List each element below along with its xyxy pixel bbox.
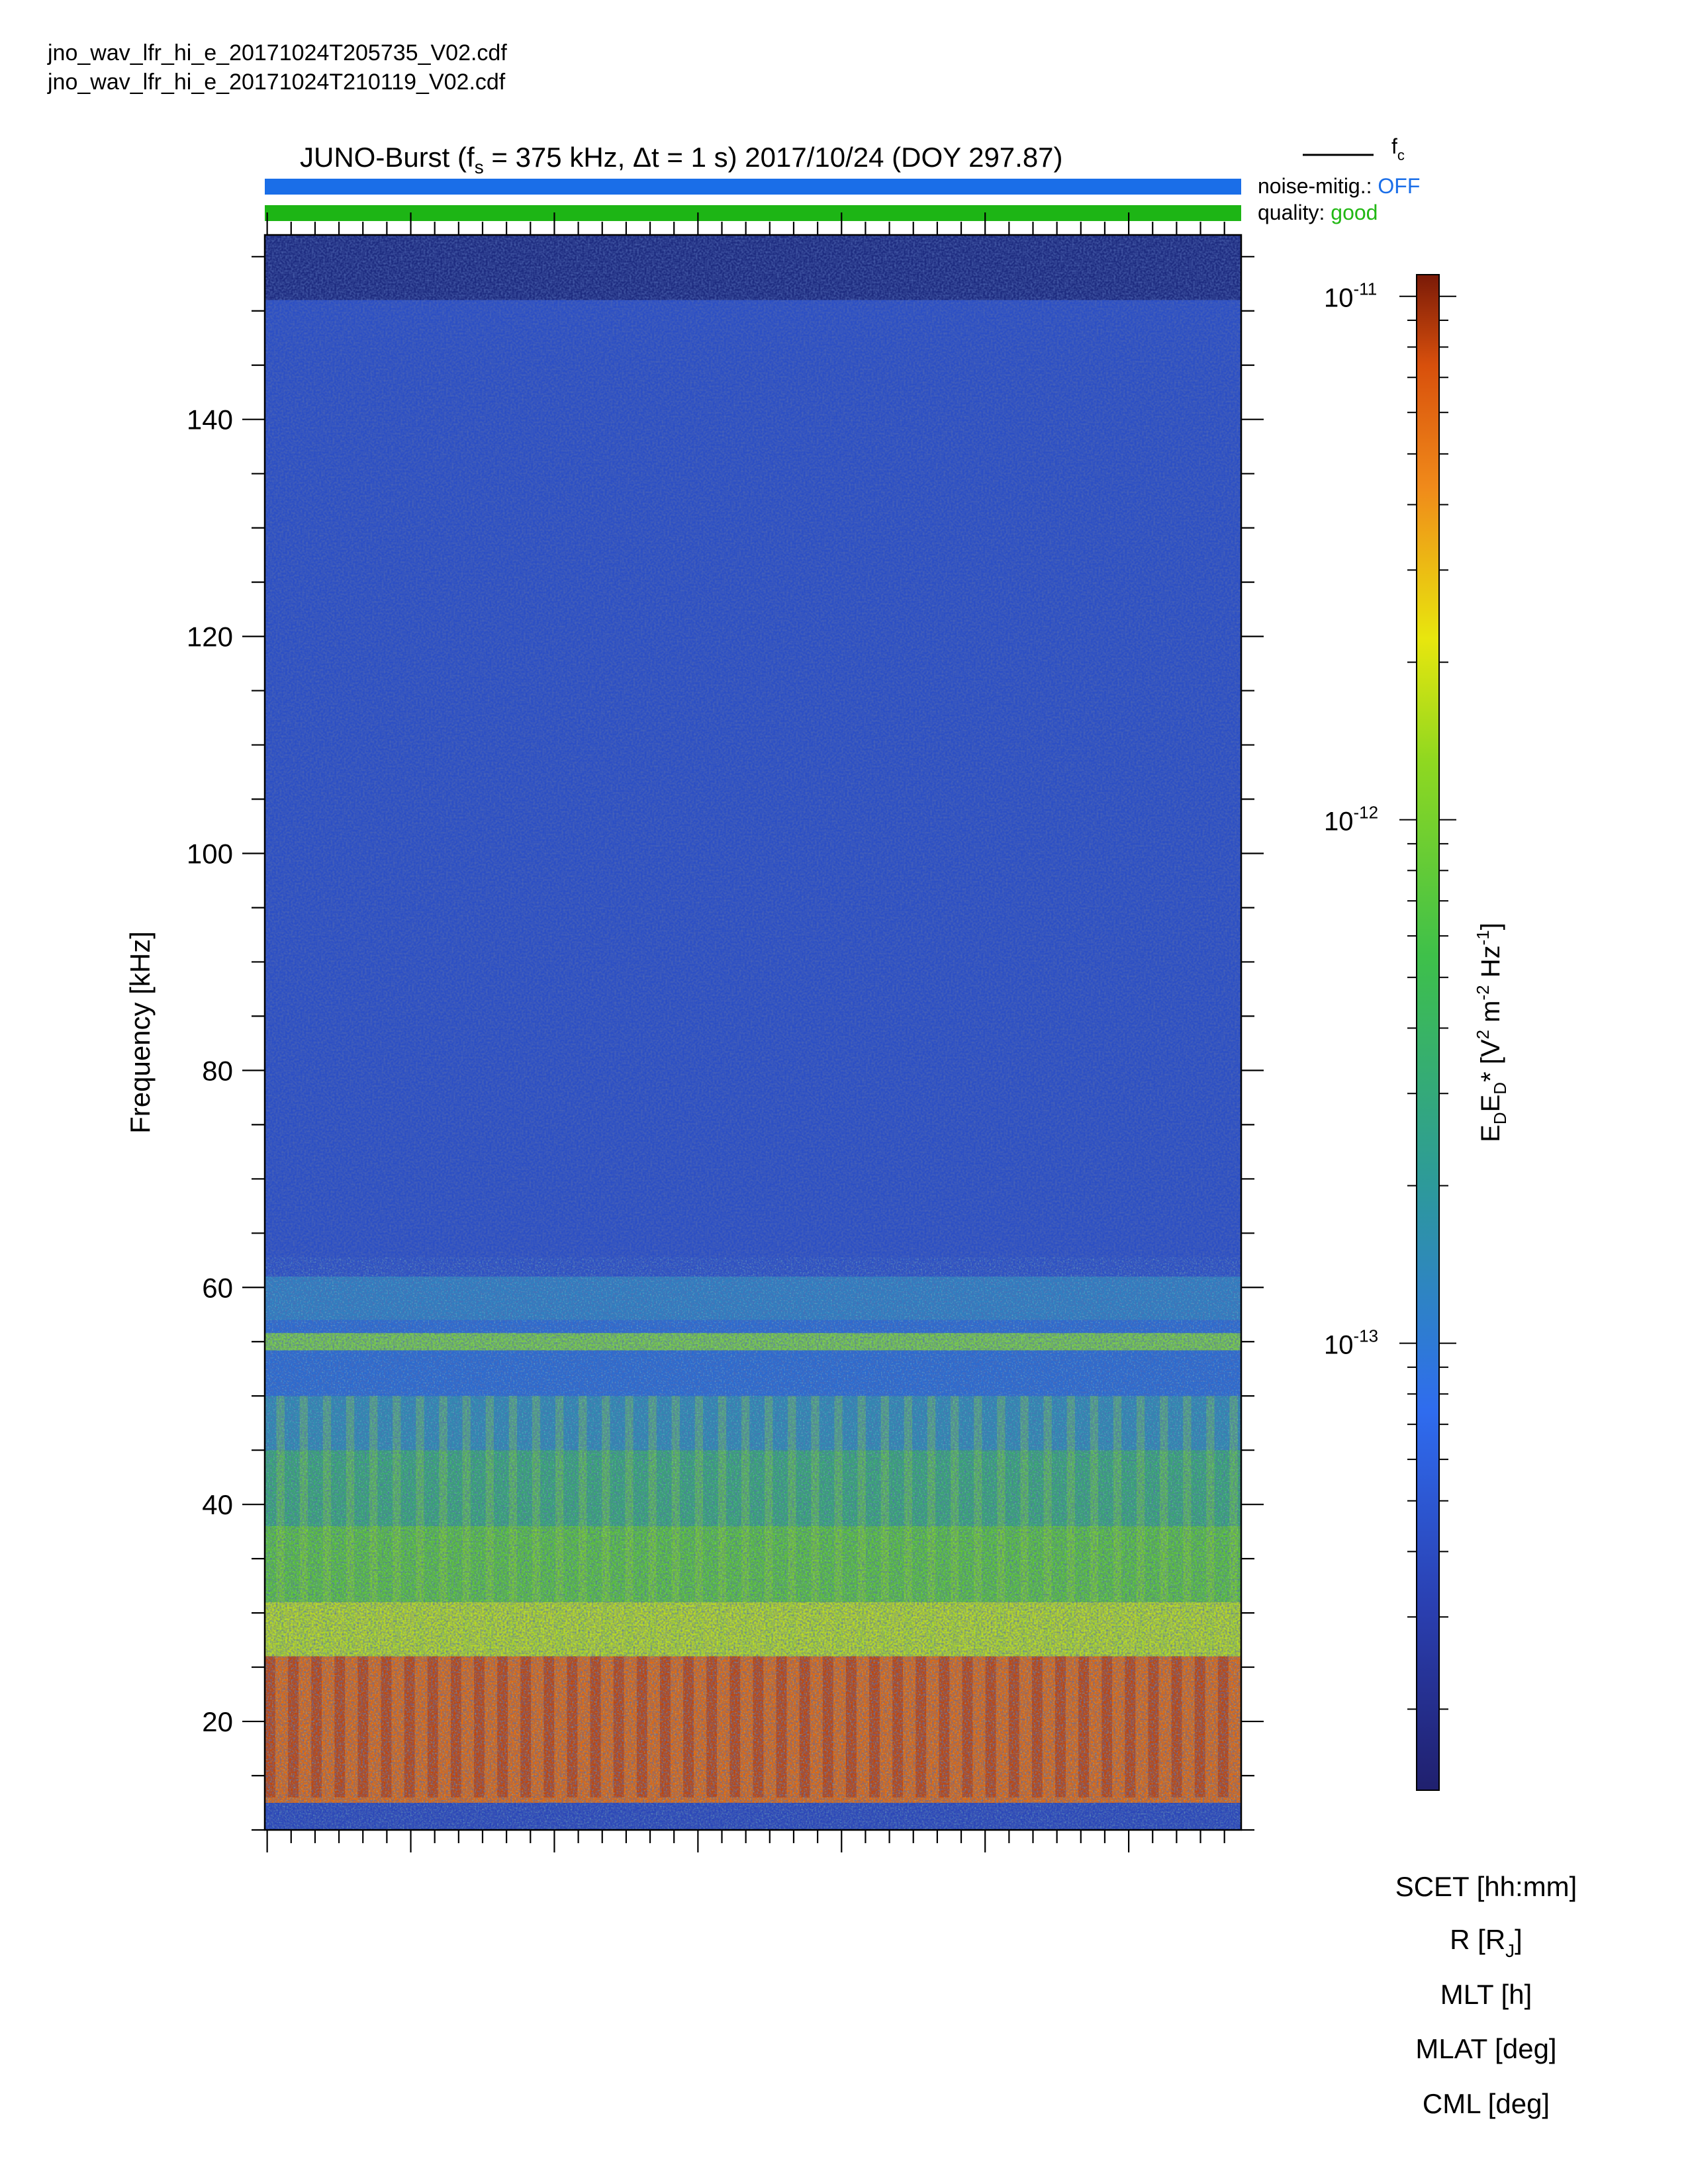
noise-mitigation-bar xyxy=(265,179,1241,195)
plot-frame xyxy=(263,234,1243,1831)
fc-legend-label: fc xyxy=(1391,134,1405,163)
frequency-axis: 20 40 60 80 100 120 140 xyxy=(187,255,1264,1831)
colorbar-label: EDED* [V2 m-2 Hz-1] xyxy=(1473,923,1510,1142)
quality-label: quality: good xyxy=(1258,201,1378,224)
colorbar-ticks: 10-11 10-12 10-13 xyxy=(1324,279,1456,1710)
colorbar-tick-label: 10-11 xyxy=(1324,279,1377,313)
ephemeris-row-label: SCET [hh:mm] xyxy=(1395,1871,1577,1902)
y-tick-label: 100 xyxy=(187,838,233,869)
y-tick-label: 120 xyxy=(187,621,233,653)
quality-value: good xyxy=(1331,201,1378,224)
y-tick-label: 60 xyxy=(202,1272,233,1303)
y-tick-label: 40 xyxy=(202,1489,233,1520)
file-name-2: jno_wav_lfr_hi_e_20171024T210119_V02.cdf xyxy=(48,69,506,95)
ephemeris-row-label: MLT [h] xyxy=(1440,1979,1532,2010)
colorbar xyxy=(1416,274,1440,1791)
file-name-1: jno_wav_lfr_hi_e_20171024T205735_V02.cdf xyxy=(48,40,507,66)
ephemeris-row-label: R [RJ] xyxy=(1450,1924,1523,1961)
file-list: jno_wav_lfr_hi_e_20171024T205735_V02.cdf… xyxy=(48,38,507,97)
y-tick-label: 80 xyxy=(202,1055,233,1086)
colorbar-tick-label: 10-13 xyxy=(1324,1326,1378,1360)
quality-bar xyxy=(265,205,1241,221)
y-tick-label: 20 xyxy=(202,1706,233,1737)
y-tick-label: 140 xyxy=(187,404,233,435)
spectrogram-plot xyxy=(265,235,1241,1830)
ephemeris-row-label: MLAT [deg] xyxy=(1415,2033,1556,2064)
ephemeris-row-label: CML [deg] xyxy=(1423,2088,1550,2119)
ephemeris-table: 20:5820:5921:0021:0121:0221:0321:04SCET … xyxy=(1395,1871,1577,2119)
chart-title: JUNO-Burst (fs = 375 kHz, Δt = 1 s) 2017… xyxy=(300,142,1063,177)
colorbar-tick-label: 10-12 xyxy=(1324,803,1378,837)
y-axis-label: Frequency [kHz] xyxy=(124,931,156,1134)
noise-mitig-value: OFF xyxy=(1378,174,1420,198)
time-axis xyxy=(266,212,1225,1852)
emission-noise-texture xyxy=(265,1257,1241,1830)
noise-mitig-label: noise-mitig.: OFF xyxy=(1258,174,1420,198)
